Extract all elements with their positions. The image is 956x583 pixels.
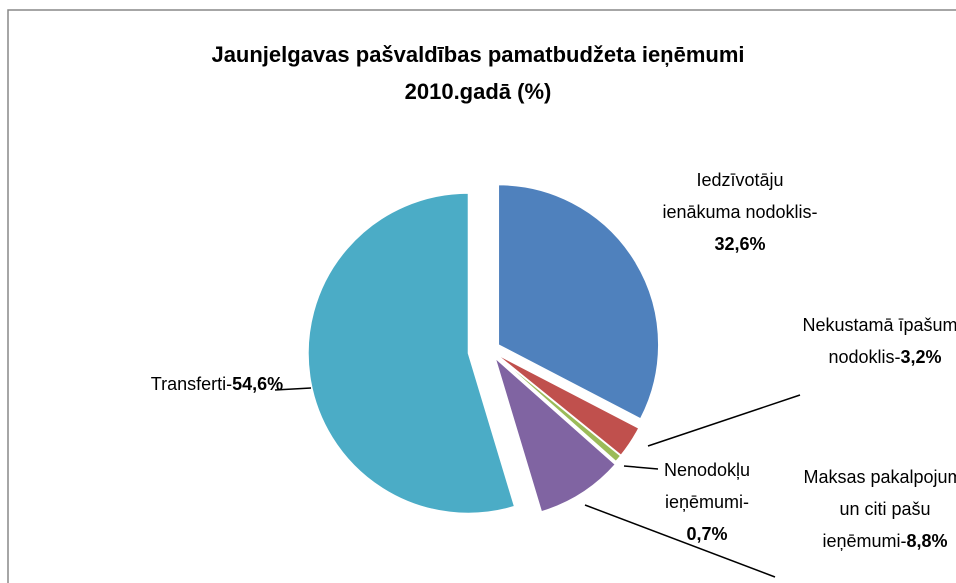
data-label: Iedzīvotāju ienākuma nodoklis- 32,6% — [662, 164, 818, 260]
data-label: Maksas pakalpojumi un citi pašu ieņēmumi… — [800, 461, 956, 557]
leader-line — [584, 504, 776, 578]
data-label: Transferti-54,6% — [150, 368, 284, 400]
category-label: Transferti- — [150, 374, 233, 394]
value-label: 32,6% — [714, 234, 766, 254]
category-label: Nenodokļu ieņēmumi- — [663, 460, 751, 512]
pie-slice — [495, 354, 622, 462]
pie-slice — [307, 192, 515, 514]
pie-slice — [498, 184, 659, 420]
category-label: Nekustamā īpašuma nodoklis- — [802, 315, 956, 367]
chart-title: Jaunjelgavas pašvaldības pamatbudžeta ie… — [211, 42, 744, 67]
pie-slice — [496, 353, 640, 456]
data-label: Nenodokļu ieņēmumi- 0,7% — [655, 454, 759, 550]
value-label: 0,7% — [686, 524, 728, 544]
value-label: 8,8% — [906, 531, 948, 551]
leader-line — [623, 465, 659, 470]
chart-title: 2010.gadā (%) — [405, 79, 552, 104]
pie-slice — [494, 356, 616, 513]
value-label: 54,6% — [232, 374, 284, 394]
data-label: Nekustamā īpašuma nodoklis-3,2% — [800, 309, 956, 373]
value-label: 3,2% — [900, 347, 942, 367]
leader-line — [647, 394, 801, 447]
leader-line — [274, 387, 312, 391]
category-label: Maksas pakalpojumi un citi pašu ieņēmumi… — [803, 467, 956, 551]
category-label: Iedzīvotāju ienākuma nodoklis- — [662, 170, 818, 222]
